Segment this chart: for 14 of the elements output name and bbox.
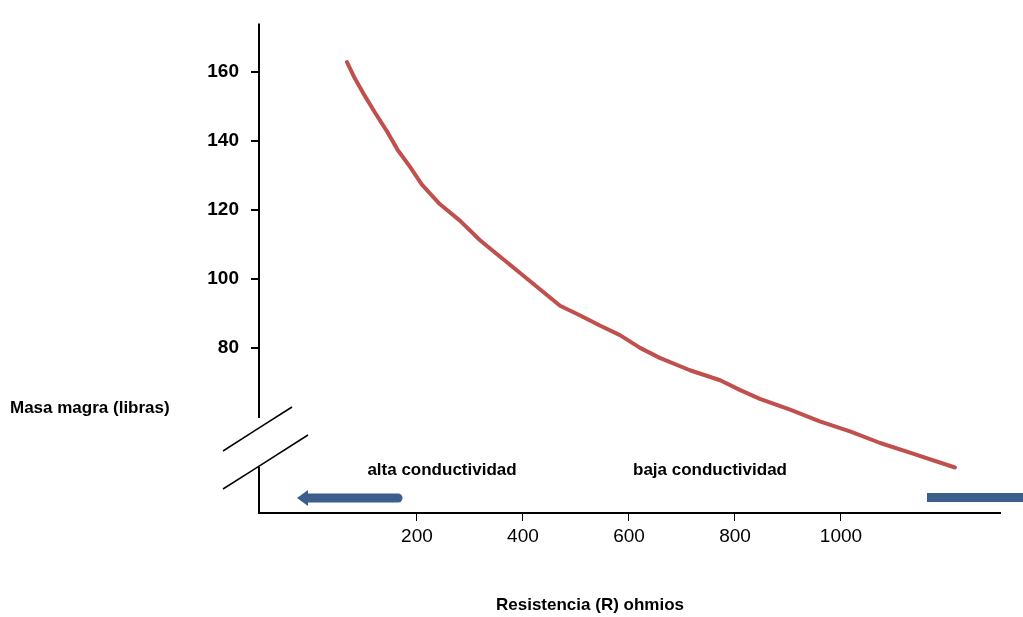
annotation: baja conductividad	[633, 459, 787, 479]
y-tick-label: 100	[207, 266, 239, 288]
annotation: alta conductividad	[367, 459, 517, 479]
y-axis-title: Masa magra (libras)	[10, 397, 170, 417]
y-tick-label: 140	[207, 128, 239, 150]
x-tick-label: 200	[401, 524, 433, 546]
x-tick-label: 1000	[819, 524, 863, 546]
x-tick-label: 800	[719, 524, 751, 546]
y-tick-label: 80	[217, 335, 239, 357]
x-axis-title: Resistencia (R) ohmios	[496, 594, 684, 614]
y-tick-label: 160	[207, 59, 239, 81]
x-tick-label: 600	[613, 524, 645, 546]
x-tick-label: 400	[507, 524, 539, 546]
y-tick-label: 120	[207, 197, 239, 219]
